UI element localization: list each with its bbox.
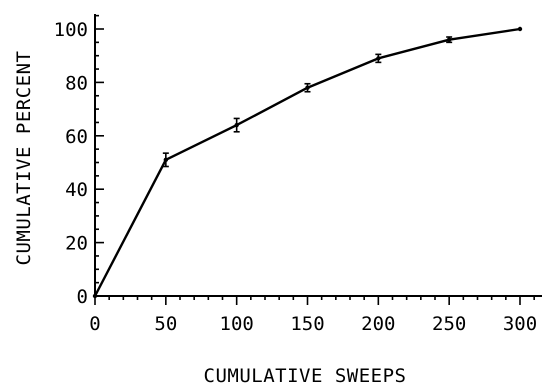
y-tick-label: 40 — [65, 179, 88, 201]
tick-labels: 0 50 100 150 200 250 300 0 20 40 60 80 100 — [54, 19, 537, 335]
x-tick-label: 300 — [503, 313, 537, 335]
y-tick-label: 0 — [77, 286, 88, 308]
x-tick-label: 200 — [361, 313, 395, 335]
y-tick-label: 20 — [65, 233, 88, 255]
x-tick-label: 0 — [89, 313, 100, 335]
data-point — [234, 122, 239, 128]
x-tick-label: 100 — [220, 313, 254, 335]
y-tick-label: 80 — [65, 72, 88, 94]
x-tick-label: 150 — [290, 313, 324, 335]
data-point — [163, 157, 169, 163]
data-point — [517, 26, 523, 32]
data-point — [305, 85, 310, 90]
y-tick-label: 60 — [65, 126, 88, 148]
x-tick-label: 250 — [432, 313, 466, 335]
plot-area — [92, 26, 523, 299]
y-axis-label: CUMULATIVE PERCENT — [13, 51, 35, 266]
series-line — [93, 27, 521, 297]
data-point — [92, 293, 98, 299]
y-tick-label: 100 — [54, 19, 88, 41]
ticks — [94, 14, 535, 305]
x-tick-label: 50 — [154, 313, 177, 335]
data-point — [446, 37, 452, 42]
x-axis-label: CUMULATIVE SWEEPS — [204, 365, 407, 387]
axes — [94, 14, 542, 297]
data-point — [376, 56, 381, 61]
